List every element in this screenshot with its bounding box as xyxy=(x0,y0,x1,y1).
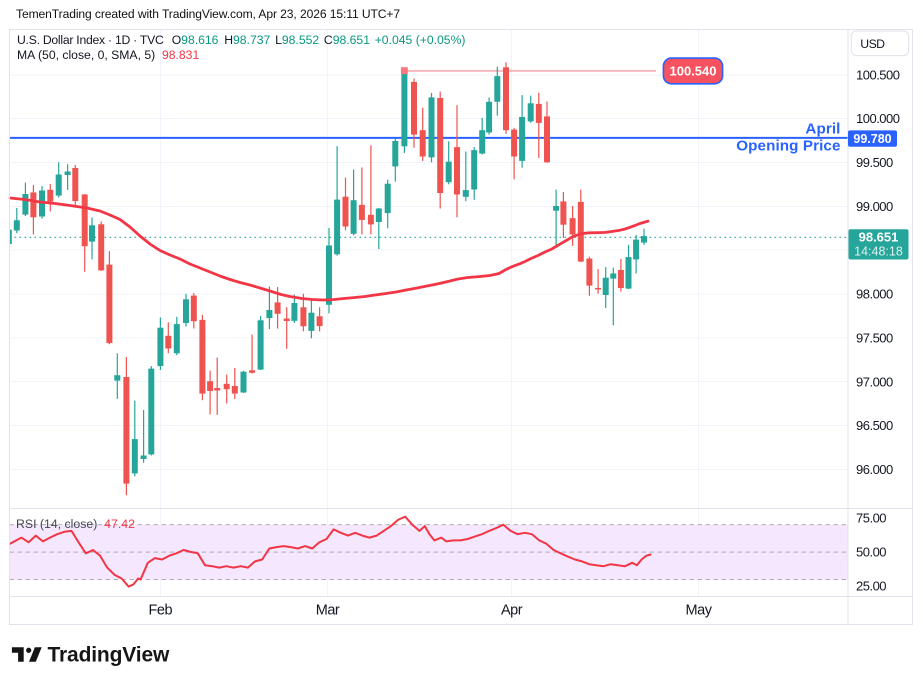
svg-text:99.500: 99.500 xyxy=(856,155,893,170)
svg-text:14:48:18: 14:48:18 xyxy=(854,245,903,259)
svg-text:TradingView: TradingView xyxy=(48,643,170,666)
svg-text:98.651: 98.651 xyxy=(859,230,899,245)
svg-text:Opening Price: Opening Price xyxy=(736,137,840,154)
svg-text:50.00: 50.00 xyxy=(856,545,886,560)
svg-text:Mar: Mar xyxy=(316,603,340,619)
svg-text:96.000: 96.000 xyxy=(856,462,893,477)
svg-text:25.00: 25.00 xyxy=(856,578,886,593)
svg-text:96.500: 96.500 xyxy=(856,418,893,433)
svg-text:98.000: 98.000 xyxy=(856,287,893,302)
svg-text:97.000: 97.000 xyxy=(856,374,893,389)
svg-text:100.540: 100.540 xyxy=(670,64,717,79)
svg-text:Feb: Feb xyxy=(149,603,173,619)
svg-text:100.000: 100.000 xyxy=(856,111,900,126)
svg-text:USD: USD xyxy=(860,37,885,51)
svg-text:April: April xyxy=(805,121,840,138)
svg-text:May: May xyxy=(686,603,713,619)
svg-text:99.780: 99.780 xyxy=(853,132,891,146)
svg-text:75.00: 75.00 xyxy=(856,510,886,525)
svg-text:99.000: 99.000 xyxy=(856,199,893,214)
svg-text:97.500: 97.500 xyxy=(856,331,893,346)
svg-text:Apr: Apr xyxy=(501,603,523,619)
svg-text:100.500: 100.500 xyxy=(856,68,900,83)
